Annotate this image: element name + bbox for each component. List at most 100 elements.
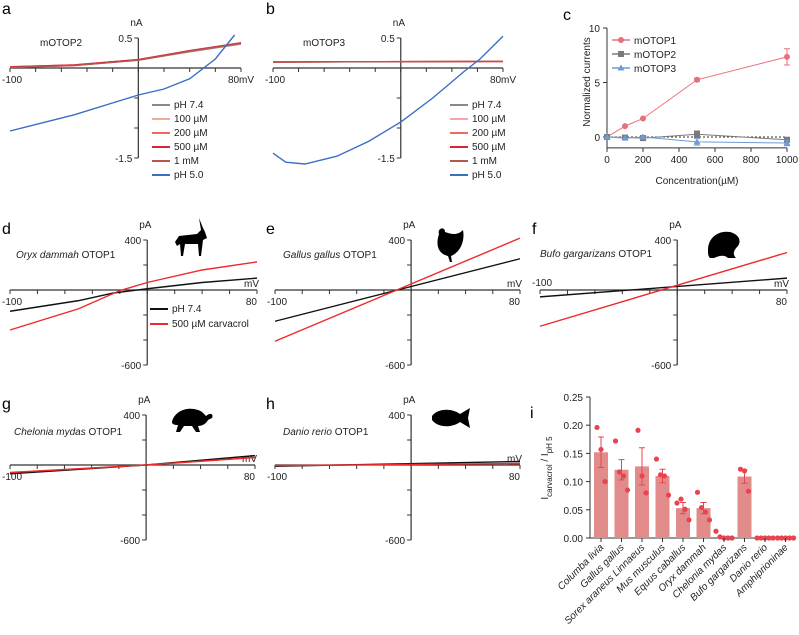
panel-d: d pA 400 -600 -100 80 mV Oryx dammah OTOP1 pH 7.…	[2, 218, 259, 372]
data-point	[774, 535, 781, 541]
data-point	[594, 424, 600, 431]
panel-f: f pA 400 -600 -100 80 mV Bufo gargarizans OTOP1	[532, 220, 789, 372]
y-tick-label: -600	[121, 361, 141, 372]
x-tick-label: 400	[671, 155, 688, 166]
legend-label: mOTOP1	[634, 36, 676, 47]
series-line-500-M-carvacrol	[539, 251, 788, 327]
data-point	[657, 472, 664, 478]
data-point	[686, 517, 692, 523]
panel-c: c 0 5 10 0 200 400 600 800 1000 Concentration(µM) N…	[563, 7, 799, 187]
data-point	[737, 466, 744, 472]
data-point	[682, 506, 688, 512]
data-point	[694, 489, 701, 495]
legend-label: 500 µM	[174, 142, 208, 153]
panel-letter: d	[2, 221, 11, 238]
legend-label: 500 µM	[472, 142, 506, 153]
gene-name: OTOP1	[79, 250, 116, 261]
data-point	[621, 134, 629, 141]
data-point	[643, 490, 649, 496]
panel-title: Chelonia mydas OTOP1	[14, 427, 123, 438]
bar	[696, 508, 711, 538]
gene-name: OTOP1	[340, 250, 377, 261]
x-tick-label: -100	[267, 297, 287, 308]
series-line-1-mM	[9, 42, 242, 69]
data-point	[741, 468, 748, 474]
x-tick-label: 800	[743, 155, 760, 166]
data-point	[713, 528, 719, 534]
panel-title: mOTOP2	[40, 38, 82, 49]
x-tick-label: 600	[707, 155, 724, 166]
y-tick-label: 0.00	[564, 534, 584, 545]
y-tick-label: 5	[594, 79, 600, 90]
data-point	[698, 504, 705, 511]
data-point	[620, 473, 627, 479]
y-tick-label: -1.5	[115, 154, 133, 165]
series-line-pH-7-4	[9, 277, 258, 312]
x-tick-label: 0	[604, 155, 610, 166]
data-point	[639, 473, 645, 479]
series-line-pH-7-4	[539, 277, 788, 298]
x-tick-label: 80	[246, 297, 258, 308]
legend-label: pH 7.4	[172, 304, 202, 315]
legend-marker	[617, 64, 625, 71]
x-axis-unit: mV	[242, 454, 257, 465]
bar	[655, 475, 670, 538]
x-axis-unit: mV	[774, 279, 789, 290]
x-axis-unit: mV	[244, 279, 259, 290]
panel-e: e pA 400 -600 -100 80 mV Gallus gallus OTOP1	[266, 220, 522, 372]
data-point	[624, 487, 631, 493]
y-axis-label: Normalized currents	[582, 37, 593, 126]
data-point	[770, 535, 776, 541]
x-tick-label: -100	[265, 75, 285, 86]
x-axis-label: Concentration(µM)	[655, 176, 738, 187]
legend-label: mOTOP2	[634, 50, 676, 61]
data-point	[602, 479, 608, 485]
series-line-pH-5-0	[9, 34, 236, 132]
y-tick-label: 400	[388, 411, 405, 422]
y-tick-label: -600	[385, 361, 405, 372]
y-tick-label: 0.25	[564, 393, 584, 404]
panel-title: Gallus gallus OTOP1	[283, 250, 377, 261]
bar	[594, 452, 608, 538]
x-tick-label: 80	[509, 472, 521, 483]
data-point	[678, 496, 684, 502]
data-point	[653, 456, 660, 462]
data-point	[778, 535, 785, 541]
legend-label: pH 5.0	[472, 170, 502, 181]
legend-label: pH 7.4	[174, 100, 204, 111]
fish-icon	[432, 408, 470, 428]
y-tick-label: 400	[125, 236, 142, 247]
y-tick-label: -600	[651, 361, 671, 372]
panel-title: mOTOP3	[303, 38, 345, 49]
legend-label: 200 µM	[472, 128, 506, 139]
data-point	[706, 517, 713, 523]
y-tick-label: 400	[388, 236, 405, 247]
legend-label: 200 µM	[174, 128, 208, 139]
panel-title: Bufo gargarizans OTOP1	[540, 249, 653, 260]
data-point	[766, 535, 772, 541]
panel-letter: a	[2, 1, 11, 18]
turtle-icon	[172, 408, 213, 432]
panel-letter: f	[532, 221, 537, 238]
panel-letter: c	[563, 7, 571, 24]
error-bar	[639, 447, 645, 486]
bar	[614, 469, 629, 538]
data-point	[790, 535, 797, 541]
x-tick-label: -100	[2, 472, 22, 483]
data-point	[694, 131, 700, 138]
data-point	[786, 535, 793, 541]
panel-letter: h	[266, 396, 275, 413]
oryx-icon	[175, 218, 207, 256]
gene-name: OTOP1	[86, 427, 123, 438]
panel-a: a nA 0.5 -1.5 -100 80mV mOTOP2 pH 7.4 100 µM 200 …	[2, 1, 254, 181]
x-axis-unit: mV	[507, 279, 522, 290]
x-tick-label: 80mV	[228, 75, 254, 86]
panel-letter: b	[266, 1, 275, 18]
legend-label: pH 7.4	[472, 100, 502, 111]
legend-marker	[618, 51, 624, 57]
y-tick-label: 0.5	[381, 34, 395, 45]
y-tick-label: -600	[385, 536, 405, 547]
data-point	[694, 76, 700, 83]
data-point	[665, 492, 672, 498]
x-tick-label: -100	[267, 472, 287, 483]
